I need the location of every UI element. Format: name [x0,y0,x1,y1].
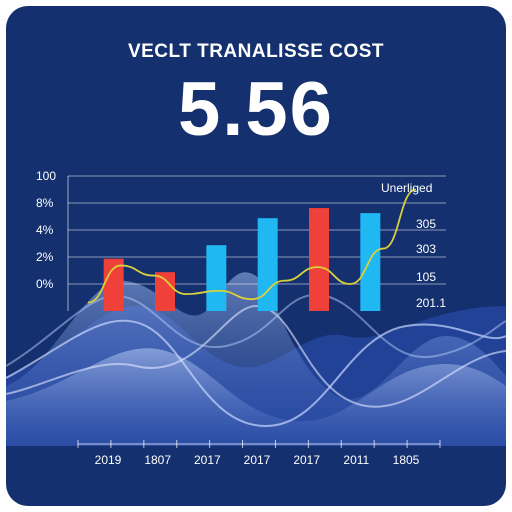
dashboard-card: VECLT TRANALISSE COST 5.56 100 8% 4% 2% 0% [6,6,506,506]
x-tick-label: 2011 [343,453,369,467]
chart-title: VECLT TRANALISSE COST [127,41,385,62]
chart-grid [67,175,446,311]
decorative-waves [6,272,506,446]
y-tick-label: 0% [36,277,54,291]
wave-front [6,348,506,446]
bar [155,272,175,311]
x-tick-label: 2017 [194,453,221,467]
bar [103,258,124,311]
x-tick-label: 1807 [144,453,171,467]
right-label: 105 [416,270,436,284]
x-tick-label: 2017 [244,453,271,467]
bar [360,213,381,311]
y-axis-ticks: 100 8% 4% 2% 0% [36,169,56,291]
line-series [87,188,417,304]
bar [257,218,278,311]
chart-bars [103,208,381,311]
y-tick-label: 2% [36,250,54,264]
legend-label: Unerliged [381,181,432,195]
wave-line-2 [6,304,506,408]
right-label: 305 [416,217,436,231]
right-label: 303 [416,242,436,256]
headline-value: 5.56 [178,67,334,152]
wave-line-1 [6,319,506,428]
x-tick-label: 2019 [95,453,122,467]
x-axis-ticks: 2019 1807 2017 2017 2017 2011 1805 [77,440,441,467]
bar [206,245,227,311]
y-tick-label: 100 [36,169,56,183]
chart-canvas: 100 8% 4% 2% 0% 2019 1807 2017 2017 2017 2011 1805… [6,169,506,467]
x-tick-label: 2017 [293,453,320,467]
bar [309,208,329,311]
y-tick-label: 4% [36,223,54,237]
chart-line-series [87,188,417,304]
x-tick-label: 1805 [393,453,420,467]
right-labels: 305 303 105 201.1 [416,217,446,310]
y-tick-label: 8% [36,196,54,210]
right-label: 201.1 [416,296,446,310]
